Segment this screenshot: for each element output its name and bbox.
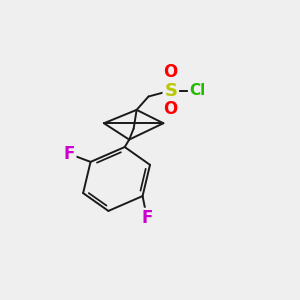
Text: S: S — [164, 82, 177, 100]
Text: F: F — [141, 209, 153, 227]
Text: F: F — [64, 145, 75, 163]
Text: O: O — [163, 63, 177, 81]
Text: O: O — [163, 100, 177, 118]
Text: Cl: Cl — [189, 83, 206, 98]
